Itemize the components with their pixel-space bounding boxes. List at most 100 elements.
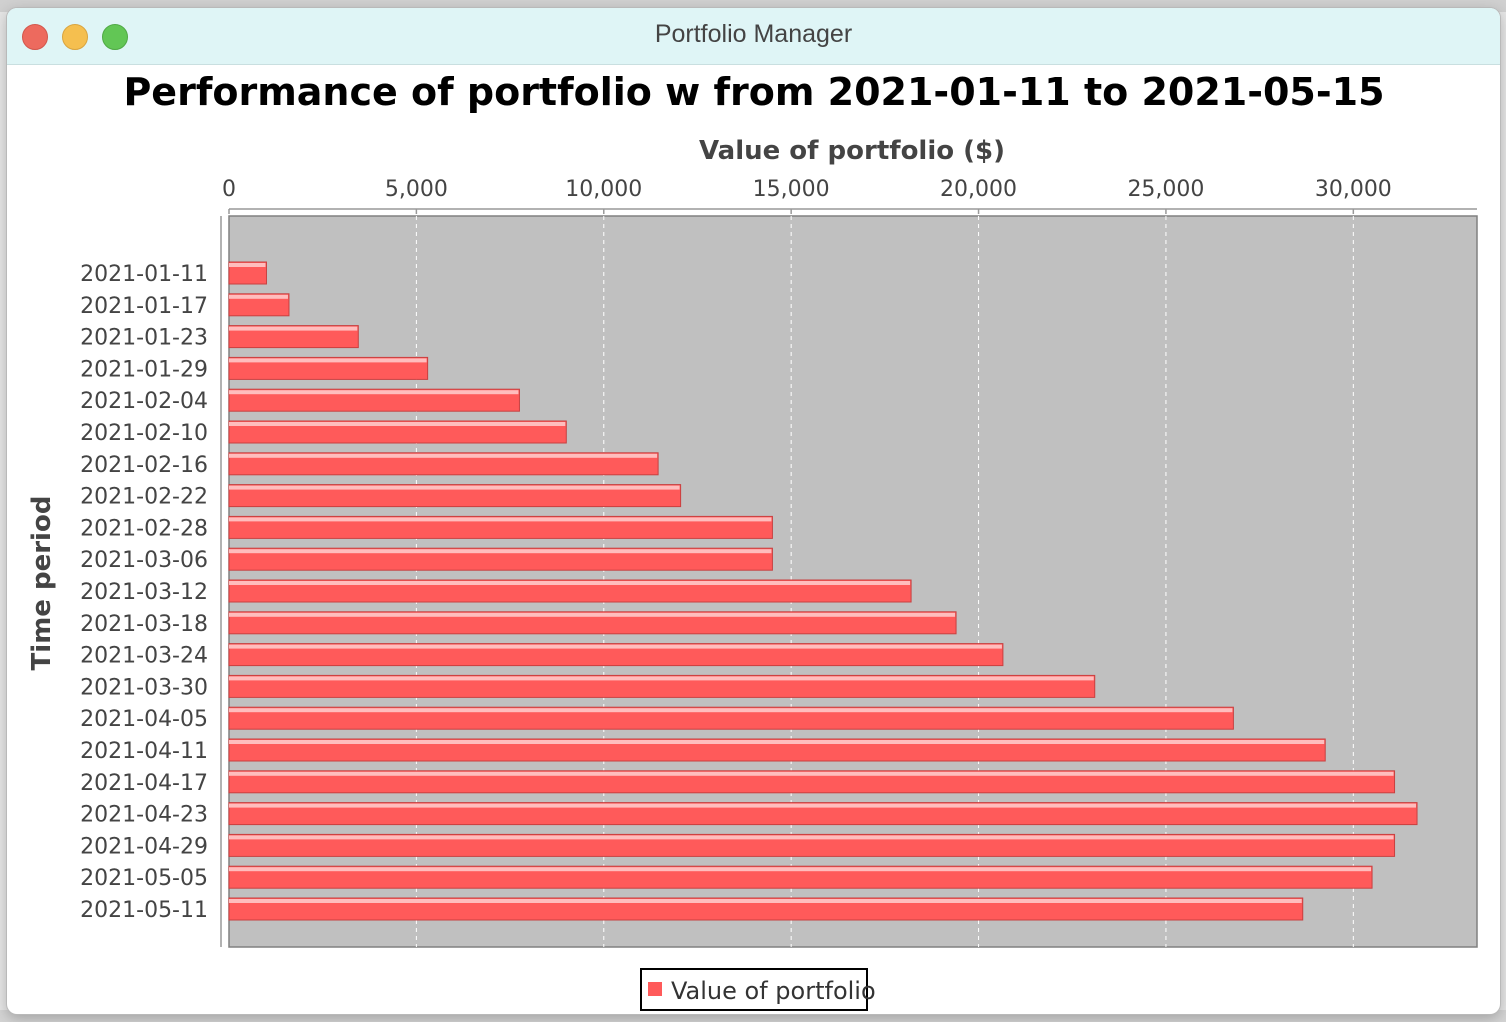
bar-body: [228, 833, 1396, 857]
category-labels: 2021-01-11 2021-01-17 2021-01-23 2021-01-29…: [80, 262, 208, 923]
category-label: 2021-04-11: [80, 739, 208, 764]
category-label: 2021-04-23: [80, 803, 208, 828]
minimize-window-button[interactable]: [62, 24, 88, 50]
bars: [228, 261, 1418, 921]
category-label: 2021-04-05: [80, 707, 208, 732]
zoom-window-button[interactable]: [102, 24, 128, 50]
bar-highlight: [229, 453, 658, 458]
bar-body: [228, 706, 1234, 730]
bar-highlight: [229, 326, 358, 331]
category-label: 2021-05-05: [80, 866, 208, 891]
close-window-button[interactable]: [22, 24, 48, 50]
bar-body: [228, 611, 957, 635]
bar-highlight: [229, 612, 956, 617]
bar: [228, 547, 773, 571]
bar-body: [228, 738, 1326, 762]
legend: Value of portfolio: [640, 968, 876, 1011]
bar: [228, 770, 1396, 794]
bar: [228, 420, 567, 444]
bar-body: [228, 452, 659, 476]
x-tick-label: 20,000: [940, 177, 1017, 202]
bar-highlight: [229, 358, 427, 363]
bar-highlight: [229, 517, 772, 522]
window-title: Portfolio Manager: [654, 20, 853, 48]
legend-swatch: [648, 982, 662, 996]
bar: [228, 356, 429, 380]
bar-highlight: [229, 803, 1417, 808]
x-tick-labels: 0 5,000 10,000 15,000 20,000 25,000 30,000: [222, 177, 1392, 214]
bar: [228, 643, 1004, 667]
bar-body: [228, 261, 267, 285]
bar-body: [228, 325, 359, 349]
x-axis-label: Value of portfolio ($): [699, 136, 1005, 166]
bar-highlight: [229, 708, 1233, 713]
bar: [228, 293, 290, 317]
bar-highlight: [229, 390, 519, 395]
bar: [228, 515, 773, 539]
x-tick-label: 30,000: [1315, 177, 1392, 202]
bar-highlight: [229, 263, 266, 267]
bar: [228, 802, 1418, 826]
bar-body: [228, 293, 290, 317]
category-label: 2021-01-23: [80, 326, 208, 351]
bar-highlight: [229, 835, 1394, 840]
category-label: 2021-03-30: [80, 675, 208, 700]
bar-highlight: [229, 771, 1394, 776]
performance-bar-chart: Performance of portfolio w from 2021-01-…: [27, 70, 1478, 1011]
category-label: 2021-04-29: [80, 834, 208, 859]
bar: [228, 452, 659, 476]
bar-highlight: [229, 485, 680, 490]
category-label: 2021-03-12: [80, 580, 208, 605]
category-label: 2021-03-18: [80, 612, 208, 637]
category-label: 2021-02-10: [80, 421, 208, 446]
bar-body: [228, 579, 912, 603]
category-label: 2021-03-06: [80, 548, 208, 573]
bar-body: [228, 388, 520, 412]
bar: [228, 897, 1304, 921]
category-label: 2021-01-17: [80, 294, 208, 319]
category-label: 2021-02-22: [80, 485, 208, 510]
bar: [228, 261, 267, 285]
bar-highlight: [229, 676, 1094, 681]
bar: [228, 738, 1326, 762]
bar: [228, 833, 1396, 857]
x-tick-label: 0: [222, 177, 236, 202]
bar: [228, 325, 359, 349]
legend-label: Value of portfolio: [671, 977, 876, 1005]
category-label: 2021-02-16: [80, 453, 208, 478]
category-label: 2021-03-24: [80, 644, 208, 669]
x-tick-label: 10,000: [565, 177, 642, 202]
bar-body: [228, 356, 429, 380]
bar-body: [228, 802, 1418, 826]
bar-highlight: [229, 867, 1372, 872]
x-tick-label: 25,000: [1127, 177, 1204, 202]
category-label: 2021-05-11: [80, 898, 208, 923]
bar: [228, 611, 957, 635]
portfolio-manager-window: Portfolio Manager Performance of portfol…: [7, 8, 1500, 1014]
bar-highlight: [229, 422, 566, 426]
bar-body: [228, 420, 567, 444]
bar-body: [228, 484, 682, 508]
bar-body: [228, 897, 1304, 921]
category-label: 2021-02-04: [80, 389, 208, 414]
chart-title: Performance of portfolio w from 2021-01-…: [123, 70, 1384, 114]
window-titlebar[interactable]: Portfolio Manager: [7, 8, 1500, 65]
bar: [228, 388, 520, 412]
bar: [228, 865, 1373, 889]
x-tick-label: 5,000: [385, 177, 448, 202]
bar-highlight: [229, 740, 1325, 744]
y-axis-label: Time period: [27, 496, 57, 671]
bar-highlight: [229, 581, 911, 585]
bar-body: [228, 515, 773, 539]
bar-body: [228, 770, 1396, 794]
category-label: 2021-01-11: [80, 262, 208, 287]
bar-body: [228, 674, 1096, 698]
bar: [228, 484, 682, 508]
bar: [228, 579, 912, 603]
category-label: 2021-04-17: [80, 771, 208, 796]
bar-body: [228, 865, 1373, 889]
grid-lines: [415, 216, 1354, 947]
bar-highlight: [229, 294, 288, 299]
bar-highlight: [229, 899, 1302, 903]
bar: [228, 706, 1234, 730]
